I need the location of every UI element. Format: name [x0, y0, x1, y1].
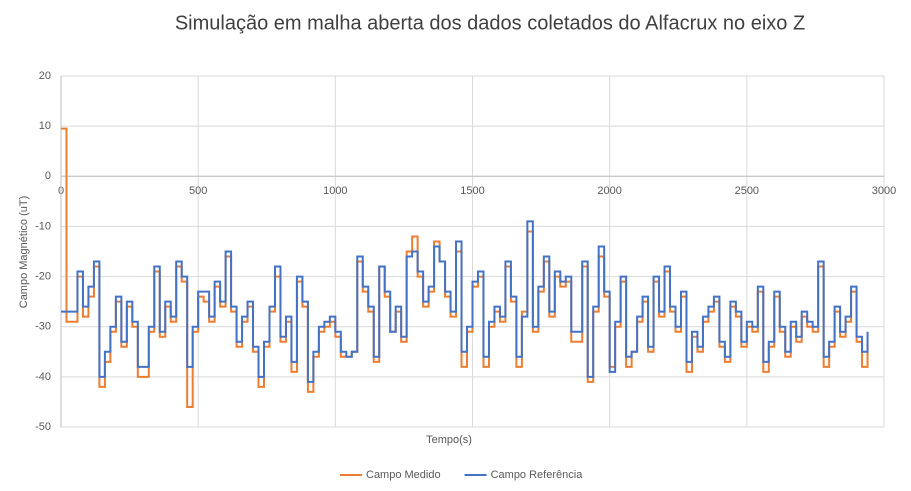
y-tick-label: -30	[35, 321, 51, 333]
data-line	[61, 220, 869, 383]
y-tick-label: -50	[35, 421, 51, 433]
y-tick-label: -40	[35, 371, 51, 383]
legend-label: Campo Medido	[366, 469, 441, 481]
x-tick-label: 2000	[597, 185, 621, 197]
x-axis-title: Tempo(s)	[426, 434, 472, 446]
chart-title: Simulação em malha aberta dos dados cole…	[175, 12, 805, 34]
x-tick-label: 1000	[323, 185, 347, 197]
x-tick-label: 3000	[872, 185, 896, 197]
x-tick-label: 500	[189, 185, 207, 197]
y-tick-label: -20	[35, 270, 51, 282]
y-tick-label: 0	[45, 170, 51, 182]
x-tick-label: 2500	[735, 185, 759, 197]
legend-label: Campo Referência	[491, 469, 584, 481]
x-tick-label: 1500	[460, 185, 484, 197]
y-tick-label: 20	[39, 70, 51, 82]
y-tick-label: -10	[35, 220, 51, 232]
y-axis-title: Campo Magnético (uT)	[18, 196, 30, 309]
y-tick-label: 10	[39, 120, 51, 132]
